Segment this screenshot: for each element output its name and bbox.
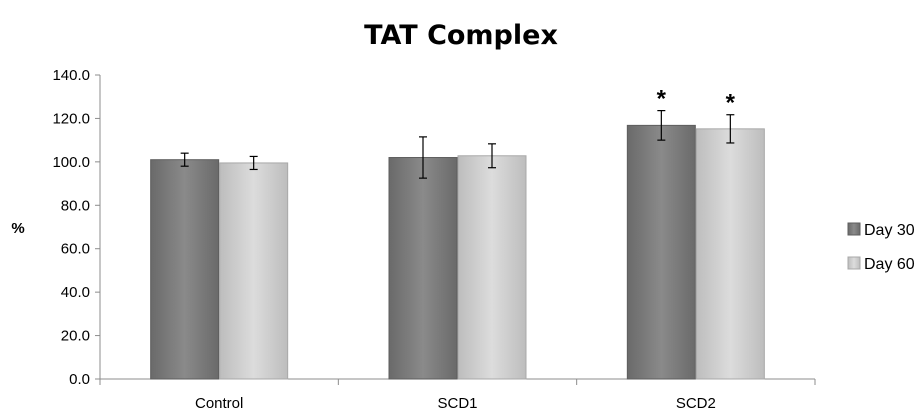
- significance-marker: *: [726, 90, 736, 117]
- significance-marker: *: [657, 86, 667, 113]
- y-tick-label: 40.0: [61, 284, 90, 301]
- y-tick-label: 100.0: [52, 154, 90, 171]
- bar-day-60: [457, 155, 527, 380]
- x-category-label: Control: [195, 395, 243, 412]
- legend-label: Day 60: [864, 256, 915, 273]
- chart-title: TAT Complex: [364, 20, 558, 51]
- bar-day-30: [388, 157, 458, 380]
- legend-swatch: [847, 256, 861, 270]
- y-tick-label: 140.0: [52, 67, 90, 84]
- y-tick-label: 20.0: [61, 328, 90, 345]
- y-axis-label: %: [11, 220, 24, 237]
- bar-day-30: [626, 124, 696, 380]
- bar-day-60: [695, 128, 765, 380]
- bar-day-60: [219, 162, 289, 380]
- legend-label: Day 30: [864, 222, 915, 239]
- legend: Day 30 Day 60: [847, 222, 915, 273]
- y-tick-label: 0.0: [69, 371, 90, 388]
- x-category-label: SCD1: [437, 395, 477, 412]
- x-category-label: SCD2: [676, 395, 716, 412]
- y-tick-label: 120.0: [52, 110, 90, 127]
- y-tick-label: 60.0: [61, 241, 90, 258]
- plot-area: 0.0 20.0 40.0 60.0 80.0 100.0 120.0 140.0 Contro…: [52, 67, 816, 412]
- legend-swatch: [847, 222, 861, 236]
- bar-day-30: [150, 159, 220, 380]
- y-tick-label: 80.0: [61, 197, 90, 214]
